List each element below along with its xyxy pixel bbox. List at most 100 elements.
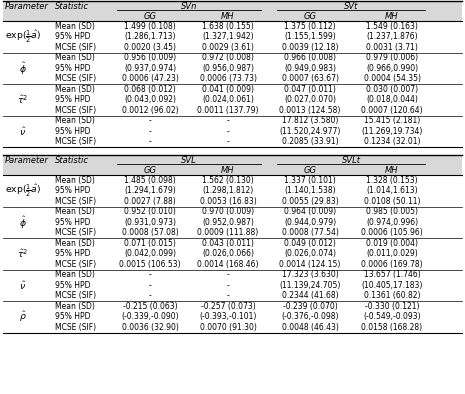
Text: 17.323 (3.630): 17.323 (3.630): [282, 270, 339, 279]
Text: (1.298,1.812): (1.298,1.812): [202, 186, 253, 195]
Text: Mean (SD): Mean (SD): [55, 22, 95, 31]
Text: (-0.549,-0.093): (-0.549,-0.093): [363, 312, 421, 321]
Text: SVn: SVn: [181, 2, 197, 11]
Text: 1.485 (0.098): 1.485 (0.098): [124, 176, 176, 185]
Text: 15.415 (2.181): 15.415 (2.181): [364, 116, 420, 125]
Text: Mean (SD): Mean (SD): [55, 176, 95, 185]
Text: 0.970 (0.009): 0.970 (0.009): [202, 207, 254, 216]
Text: 0.0009 (111.88): 0.0009 (111.88): [197, 228, 259, 237]
Text: 0.956 (0.009): 0.956 (0.009): [124, 53, 176, 62]
Text: 0.1234 (32.01): 0.1234 (32.01): [364, 137, 420, 146]
Text: (0.042,0.099): (0.042,0.099): [124, 249, 176, 258]
Text: Parameter: Parameter: [5, 156, 49, 165]
Bar: [3, 1, 462, 21]
Text: 0.0108 (50.11): 0.0108 (50.11): [364, 197, 420, 206]
Text: $\hat{\nu}$: $\hat{\nu}$: [20, 279, 27, 292]
Text: 0.0006 (47.23): 0.0006 (47.23): [121, 74, 179, 83]
Text: 95% HPD: 95% HPD: [55, 32, 91, 41]
Text: 0.985 (0.005): 0.985 (0.005): [366, 207, 418, 216]
Text: $\hat{\phi}$: $\hat{\phi}$: [19, 60, 27, 76]
Text: -: -: [226, 137, 229, 146]
Text: MH: MH: [221, 165, 235, 175]
Text: 0.0006 (73.73): 0.0006 (73.73): [199, 74, 257, 83]
Text: MCSE (SIF): MCSE (SIF): [55, 137, 96, 146]
Text: 1.337 (0.101): 1.337 (0.101): [284, 176, 336, 185]
Text: Statistic: Statistic: [55, 156, 89, 165]
Text: MH: MH: [385, 11, 399, 20]
Text: -: -: [149, 116, 152, 125]
Text: 1.328 (0.153): 1.328 (0.153): [366, 176, 418, 185]
Text: 95% HPD: 95% HPD: [55, 312, 91, 321]
Text: -: -: [226, 291, 229, 300]
Text: 95% HPD: 95% HPD: [55, 95, 91, 104]
Text: 1.638 (0.155): 1.638 (0.155): [202, 22, 254, 31]
Text: -: -: [149, 137, 152, 146]
Text: Mean (SD): Mean (SD): [55, 207, 95, 216]
Text: (0.027,0.070): (0.027,0.070): [284, 95, 336, 104]
Text: Mean (SD): Mean (SD): [55, 85, 95, 94]
Text: -: -: [226, 127, 229, 136]
Text: 0.0029 (3.61): 0.0029 (3.61): [202, 43, 254, 52]
Text: 0.0053 (16.83): 0.0053 (16.83): [199, 197, 256, 206]
Text: $\hat{\nu}$: $\hat{\nu}$: [20, 125, 27, 138]
Text: 0.979 (0.006): 0.979 (0.006): [366, 53, 418, 62]
Text: 0.2085 (33.91): 0.2085 (33.91): [282, 137, 339, 146]
Text: Statistic: Statistic: [55, 2, 89, 11]
Text: (0.966,0.990): (0.966,0.990): [366, 64, 418, 73]
Text: (0.026,0.066): (0.026,0.066): [202, 249, 254, 258]
Text: 0.068 (0.012): 0.068 (0.012): [124, 85, 176, 94]
Text: (0.956,0.987): (0.956,0.987): [202, 64, 254, 73]
Text: (11.269,19.734): (11.269,19.734): [361, 127, 423, 136]
Text: 1.375 (0.112): 1.375 (0.112): [284, 22, 336, 31]
Text: (1.155,1.599): (1.155,1.599): [284, 32, 336, 41]
Text: 0.049 (0.012): 0.049 (0.012): [284, 239, 336, 248]
Text: 0.0031 (3.71): 0.0031 (3.71): [366, 43, 418, 52]
Text: MCSE (SIF): MCSE (SIF): [55, 197, 96, 206]
Text: -: -: [149, 127, 152, 136]
Text: (0.026,0.074): (0.026,0.074): [284, 249, 336, 258]
Text: 95% HPD: 95% HPD: [55, 249, 91, 258]
Text: Parameter: Parameter: [5, 2, 49, 11]
Text: (1.286,1.713): (1.286,1.713): [124, 32, 176, 41]
Text: GG: GG: [144, 11, 157, 20]
Text: (1.014,1.613): (1.014,1.613): [366, 186, 418, 195]
Text: 0.0055 (29.83): 0.0055 (29.83): [282, 197, 339, 206]
Bar: [3, 155, 462, 175]
Text: 95% HPD: 95% HPD: [55, 64, 91, 73]
Text: 95% HPD: 95% HPD: [55, 281, 91, 290]
Text: $\hat{\phi}$: $\hat{\phi}$: [19, 214, 27, 230]
Text: 0.0012 (96.02): 0.0012 (96.02): [122, 106, 178, 115]
Text: 1.499 (0.108): 1.499 (0.108): [124, 22, 176, 31]
Text: 95% HPD: 95% HPD: [55, 186, 91, 195]
Text: (0.952,0.987): (0.952,0.987): [202, 218, 254, 227]
Text: -0.330 (0.121): -0.330 (0.121): [365, 302, 419, 311]
Text: 0.0014 (168.46): 0.0014 (168.46): [197, 260, 259, 269]
Text: (11.520,24.977): (11.520,24.977): [279, 127, 341, 136]
Text: Mean (SD): Mean (SD): [55, 53, 95, 62]
Text: 0.0048 (46.43): 0.0048 (46.43): [282, 323, 339, 332]
Text: GG: GG: [304, 165, 317, 175]
Text: MH: MH: [385, 165, 399, 175]
Text: $\hat{\tau}^2$: $\hat{\tau}^2$: [17, 247, 28, 260]
Text: (1.294,1.679): (1.294,1.679): [124, 186, 176, 195]
Text: MCSE (SIF): MCSE (SIF): [55, 74, 96, 83]
Text: 0.0015 (106.53): 0.0015 (106.53): [119, 260, 181, 269]
Text: -: -: [226, 270, 229, 279]
Text: 0.030 (0.007): 0.030 (0.007): [366, 85, 418, 94]
Text: 0.0039 (12.18): 0.0039 (12.18): [282, 43, 338, 52]
Text: SVLt: SVLt: [341, 156, 360, 165]
Text: 0.0008 (57.08): 0.0008 (57.08): [122, 228, 179, 237]
Text: -: -: [226, 281, 229, 290]
Text: $\exp(\frac{1}{2}\hat{a})$: $\exp(\frac{1}{2}\hat{a})$: [5, 28, 41, 45]
Text: 13.657 (1.746): 13.657 (1.746): [364, 270, 420, 279]
Text: -: -: [226, 116, 229, 125]
Text: (0.974,0.996): (0.974,0.996): [366, 218, 418, 227]
Text: 1.549 (0.163): 1.549 (0.163): [366, 22, 418, 31]
Text: MCSE (SIF): MCSE (SIF): [55, 323, 96, 332]
Text: (1.237,1.876): (1.237,1.876): [366, 32, 418, 41]
Text: (1.140,1.538): (1.140,1.538): [284, 186, 336, 195]
Text: SVt: SVt: [344, 2, 358, 11]
Text: 0.0006 (169.78): 0.0006 (169.78): [361, 260, 423, 269]
Text: GG: GG: [144, 165, 157, 175]
Text: 0.952 (0.010): 0.952 (0.010): [124, 207, 176, 216]
